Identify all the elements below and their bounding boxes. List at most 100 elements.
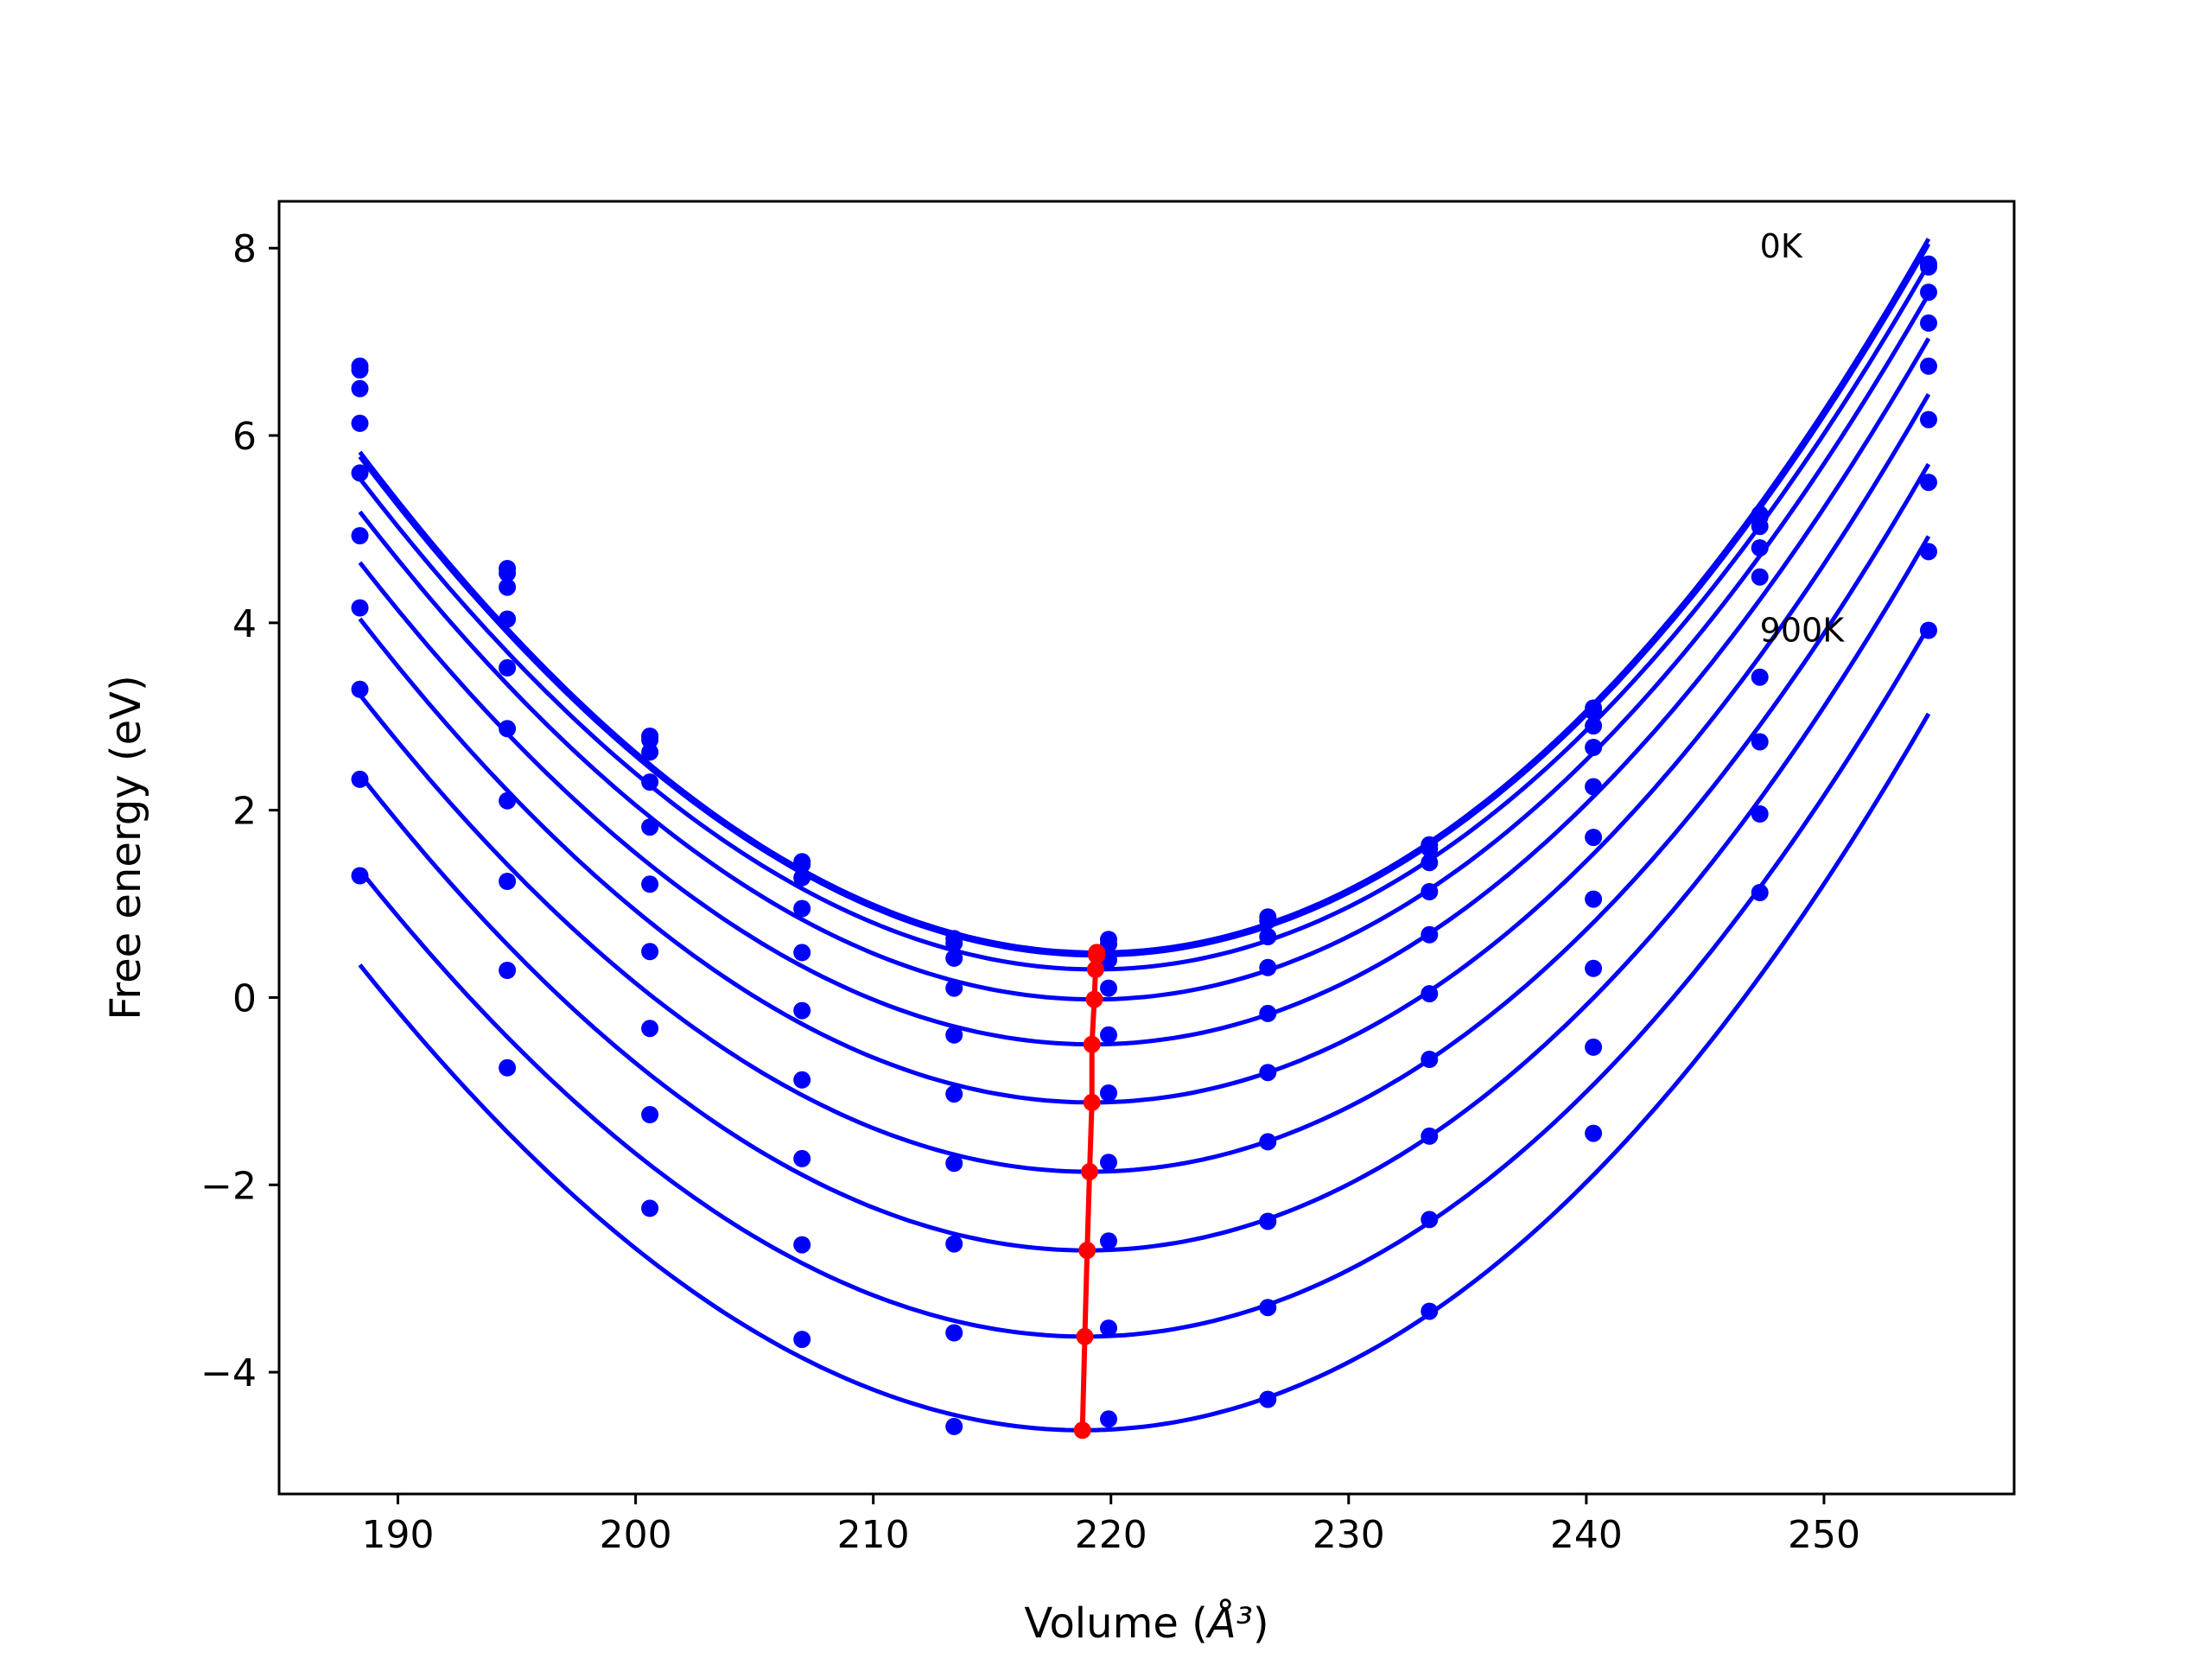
x-axis-label-unit: Å³ bbox=[1205, 1599, 1253, 1648]
data-point-6-8 bbox=[1585, 890, 1603, 908]
data-point-7-0 bbox=[351, 680, 369, 698]
minimum-point-9 bbox=[1073, 1421, 1091, 1440]
fit-curve-1 bbox=[358, 243, 1931, 958]
x-axis-label: Volume (Å³) bbox=[1024, 1599, 1268, 1648]
data-point-3-9 bbox=[1751, 539, 1769, 557]
data-point-6-1 bbox=[499, 791, 517, 810]
data-point-8-7 bbox=[1421, 1211, 1439, 1229]
data-point-2-4 bbox=[945, 949, 963, 967]
fit-curve-5 bbox=[358, 392, 1931, 1105]
data-point-3-0 bbox=[351, 414, 369, 432]
minimum-point-3 bbox=[1085, 990, 1103, 1008]
data-point-2-8 bbox=[1585, 717, 1603, 735]
data-point-5-2 bbox=[641, 875, 659, 893]
data-point-4-5 bbox=[1100, 1026, 1117, 1044]
data-point-2-7 bbox=[1421, 854, 1439, 872]
data-point-8-3 bbox=[793, 1236, 811, 1254]
fit-curve-3 bbox=[358, 293, 1931, 1002]
x-axis-label-text: Volume bbox=[1024, 1599, 1179, 1648]
annotation-0: 0K bbox=[1760, 227, 1803, 265]
y-tick-label-6: 8 bbox=[232, 227, 257, 271]
data-point-3-7 bbox=[1421, 883, 1439, 900]
data-point-5-7 bbox=[1421, 985, 1439, 1003]
data-point-9-8 bbox=[1585, 1124, 1603, 1142]
data-point-9-3 bbox=[793, 1331, 811, 1349]
data-point-2-9 bbox=[1751, 518, 1769, 536]
data-point-7-4 bbox=[945, 1235, 963, 1253]
data-point-2-0 bbox=[351, 379, 369, 397]
fit-curve-6 bbox=[358, 462, 1931, 1174]
fit-curve-8 bbox=[358, 625, 1931, 1339]
y-tick-label-2: 0 bbox=[232, 976, 257, 1020]
minimum-point-5 bbox=[1083, 1093, 1101, 1111]
data-point-1-0 bbox=[351, 361, 369, 379]
data-point-4-8 bbox=[1585, 778, 1603, 796]
data-point-8-6 bbox=[1259, 1299, 1277, 1317]
fit-curve-9 bbox=[358, 712, 1931, 1433]
minimum-path bbox=[1073, 944, 1106, 1440]
data-point-3-1 bbox=[499, 610, 517, 628]
y-axis-label: Free energy (eV) bbox=[102, 675, 150, 1020]
data-point-5-5 bbox=[1100, 1084, 1117, 1102]
data-point-7-6 bbox=[1259, 1212, 1277, 1230]
x-tick-label-6: 250 bbox=[1788, 1513, 1860, 1557]
data-point-2-1 bbox=[499, 578, 517, 596]
data-point-6-6 bbox=[1259, 1133, 1277, 1151]
data-point-6-0 bbox=[351, 599, 369, 617]
data-point-5-3 bbox=[793, 1001, 811, 1020]
data-point-2-3 bbox=[793, 868, 811, 887]
data-point-9-4 bbox=[945, 1417, 963, 1435]
fit-curve-0 bbox=[358, 238, 1931, 955]
data-point-9-5 bbox=[1100, 1410, 1117, 1428]
data-point-3-2 bbox=[641, 773, 659, 791]
data-point-7-1 bbox=[499, 873, 517, 890]
data-point-8-4 bbox=[945, 1324, 963, 1342]
y-axis-ticks: −4 −2 0 2 4 6 8 bbox=[200, 227, 279, 1395]
data-point-8-8 bbox=[1585, 1038, 1603, 1056]
y-tick-label-1: −2 bbox=[200, 1164, 257, 1208]
data-point-6-5 bbox=[1100, 1154, 1117, 1172]
minimum-point-1 bbox=[1088, 946, 1106, 964]
annotation-1: 900K bbox=[1760, 612, 1846, 650]
data-point-8-1 bbox=[499, 962, 517, 979]
data-point-5-1 bbox=[499, 720, 517, 738]
data-point-8-5 bbox=[1100, 1319, 1117, 1338]
data-point-6-2 bbox=[641, 943, 659, 961]
x-axis-ticks: 190 200 210 220 230 240 250 bbox=[362, 1494, 1860, 1557]
data-point-6-10 bbox=[1920, 474, 1937, 492]
data-point-7-5 bbox=[1100, 1232, 1117, 1250]
data-point-9-1 bbox=[499, 1058, 517, 1077]
data-point-6-9 bbox=[1751, 733, 1769, 751]
x-tick-label-0: 190 bbox=[362, 1513, 435, 1557]
data-point-2-6 bbox=[1259, 928, 1277, 945]
fit-curve-4 bbox=[358, 337, 1931, 1047]
data-point-8-0 bbox=[351, 770, 369, 788]
data-point-3-3 bbox=[793, 899, 811, 918]
data-point-4-3 bbox=[793, 944, 811, 962]
minimum-point-2 bbox=[1086, 960, 1104, 978]
data-point-7-3 bbox=[793, 1149, 811, 1167]
minimum-point-4 bbox=[1083, 1035, 1101, 1053]
x-tick-label-1: 200 bbox=[600, 1513, 672, 1557]
data-point-4-9 bbox=[1751, 568, 1769, 586]
data-point-6-4 bbox=[945, 1154, 963, 1173]
data-points bbox=[351, 255, 1937, 1435]
y-tick-label-4: 4 bbox=[232, 602, 257, 646]
data-point-8-2 bbox=[641, 1106, 659, 1123]
data-point-9-7 bbox=[1421, 1302, 1439, 1320]
data-point-8-9 bbox=[1751, 884, 1769, 901]
data-point-9-6 bbox=[1259, 1390, 1277, 1408]
y-tick-label-0: −4 bbox=[200, 1351, 257, 1395]
data-point-1-2 bbox=[641, 731, 659, 749]
data-point-1-4 bbox=[945, 934, 963, 952]
data-point-5-9 bbox=[1751, 668, 1769, 686]
data-point-4-10 bbox=[1920, 357, 1937, 375]
fit-curve-2 bbox=[358, 263, 1931, 972]
data-point-1-8 bbox=[1585, 702, 1603, 721]
data-point-6-7 bbox=[1421, 1051, 1439, 1068]
data-point-1-10 bbox=[1920, 257, 1937, 276]
data-point-4-1 bbox=[499, 658, 517, 677]
data-point-3-6 bbox=[1259, 958, 1277, 976]
minimum-point-8 bbox=[1076, 1327, 1094, 1345]
